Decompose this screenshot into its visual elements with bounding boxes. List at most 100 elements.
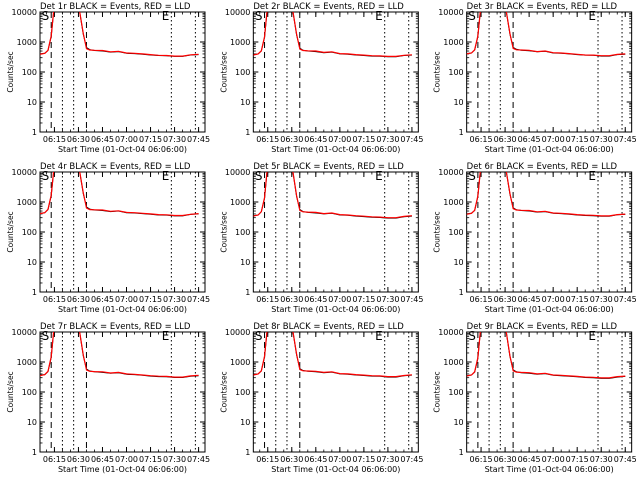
x-tick-label: 07:45 — [614, 455, 637, 464]
plot-frame — [252, 11, 419, 133]
x-tick-label: 07:30 — [376, 295, 399, 304]
y-tick-label: 10 — [453, 98, 463, 107]
lld-series-line — [40, 172, 199, 217]
x-axis-label: Start Time (01-Oct-04 06:06:00) — [58, 145, 187, 154]
y-tick-label: 1000 — [17, 38, 37, 47]
x-axis-label: Start Time (01-Oct-04 06:06:00) — [58, 305, 187, 314]
y-tick-label: 10000 — [12, 8, 37, 17]
lld-series-line — [466, 12, 626, 57]
y-tick-label: 1 — [32, 448, 37, 457]
y-axis-label: Counts/sec — [219, 371, 228, 412]
y-tick-label: 100 — [22, 228, 37, 237]
x-tick-label: 07:15 — [566, 135, 589, 144]
y-tick-label: 1 — [245, 128, 250, 137]
x-tick-label: 06:15 — [470, 135, 493, 144]
y-tick-label: 10 — [27, 98, 37, 107]
x-tick-label: 06:30 — [67, 455, 90, 464]
y-axis-label: Counts/sec — [433, 51, 442, 92]
x-tick-label: 06:45 — [91, 295, 114, 304]
panel-title: Det 8r BLACK = Events, RED = LLD — [253, 322, 404, 332]
lld-series-line — [40, 12, 199, 57]
x-tick-label: 06:15 — [470, 295, 493, 304]
x-tick-label: 07:30 — [376, 135, 399, 144]
x-tick-label: 07:00 — [115, 295, 138, 304]
marker-label: S — [468, 169, 476, 183]
x-tick-label: 07:15 — [352, 135, 375, 144]
x-tick-label: 06:45 — [91, 135, 114, 144]
y-axis-label: Counts/sec — [6, 51, 15, 92]
y-axis-label: Counts/sec — [219, 211, 228, 252]
marker-label: S — [42, 9, 50, 23]
y-tick-label: 1000 — [17, 358, 37, 367]
x-tick-label: 07:30 — [163, 455, 186, 464]
y-tick-label: 100 — [235, 228, 250, 237]
y-tick-label: 10 — [240, 98, 250, 107]
x-tick-label: 06:30 — [280, 295, 303, 304]
plot-frame — [466, 171, 633, 293]
y-tick-label: 10 — [453, 258, 463, 267]
panel-title: Det 2r BLACK = Events, RED = LLD — [253, 2, 404, 12]
panel-title: Det 1r BLACK = Events, RED = LLD — [40, 2, 191, 12]
x-tick-label: 06:45 — [518, 135, 541, 144]
panel-title: Det 9r BLACK = Events, RED = LLD — [467, 322, 618, 332]
x-tick-label: 06:45 — [518, 455, 541, 464]
detector-panel: Det 8r BLACK = Events, RED = LLD 1 10 100 10… — [219, 322, 423, 474]
plot-frame — [39, 331, 206, 453]
marker-label: S — [255, 329, 263, 343]
detector-panel: Det 2r BLACK = Events, RED = LLD 1 10 100 10… — [219, 2, 423, 154]
x-tick-label: 07:30 — [590, 135, 613, 144]
marker-label: E — [162, 169, 170, 183]
y-tick-label: 10000 — [225, 8, 250, 17]
x-axis-label: Start Time (01-Oct-04 06:06:00) — [271, 465, 400, 474]
x-axis-label: Start Time (01-Oct-04 06:06:00) — [58, 465, 187, 474]
plot-frame — [466, 331, 633, 453]
marker-label: S — [42, 169, 50, 183]
panel-title: Det 6r BLACK = Events, RED = LLD — [467, 162, 618, 172]
y-tick-label: 10000 — [438, 328, 463, 337]
y-tick-label: 1000 — [230, 38, 250, 47]
y-tick-label: 1 — [459, 128, 464, 137]
marker-label: E — [375, 329, 383, 343]
detector-panel: Det 5r BLACK = Events, RED = LLD 1 10 100 10… — [219, 162, 423, 314]
x-tick-label: 07:15 — [352, 455, 375, 464]
y-axis-label: Counts/sec — [433, 371, 442, 412]
y-tick-label: 1000 — [17, 198, 37, 207]
x-tick-label: 06:15 — [256, 135, 279, 144]
x-tick-label: 06:15 — [256, 295, 279, 304]
x-tick-label: 07:45 — [187, 455, 210, 464]
x-tick-label: 06:30 — [494, 455, 517, 464]
x-tick-label: 06:45 — [304, 135, 327, 144]
x-tick-label: 07:00 — [542, 135, 565, 144]
x-tick-label: 07:15 — [566, 455, 589, 464]
x-axis-label: Start Time (01-Oct-04 06:06:00) — [271, 145, 400, 154]
marker-label: S — [255, 169, 263, 183]
x-tick-label: 06:30 — [280, 135, 303, 144]
y-tick-label: 1000 — [230, 358, 250, 367]
lld-series-line — [253, 12, 412, 58]
marker-label: S — [468, 329, 476, 343]
x-tick-label: 07:45 — [187, 135, 210, 144]
y-tick-label: 10 — [27, 258, 37, 267]
x-tick-label: 06:30 — [280, 455, 303, 464]
plot-frame — [252, 171, 419, 293]
y-tick-label: 100 — [448, 228, 463, 237]
detector-panel: Det 1r BLACK = Events, RED = LLD 1 10 100 10… — [6, 2, 210, 154]
lld-series-line — [253, 332, 412, 378]
x-tick-label: 07:30 — [376, 455, 399, 464]
y-axis-label: Counts/sec — [219, 51, 228, 92]
marker-label: E — [588, 169, 596, 183]
x-tick-label: 07:30 — [163, 295, 186, 304]
y-tick-label: 1 — [32, 288, 37, 297]
detector-panel: Det 4r BLACK = Events, RED = LLD 1 10 100 10… — [6, 162, 210, 314]
marker-label: E — [162, 329, 170, 343]
y-tick-label: 1 — [459, 288, 464, 297]
y-tick-label: 100 — [448, 388, 463, 397]
plot-frame — [252, 331, 419, 453]
y-tick-label: 1000 — [230, 198, 250, 207]
marker-label: S — [255, 9, 263, 23]
x-tick-label: 07:45 — [400, 455, 423, 464]
x-axis-label: Start Time (01-Oct-04 06:06:00) — [271, 305, 400, 314]
panel-title: Det 7r BLACK = Events, RED = LLD — [40, 322, 191, 332]
x-tick-label: 07:45 — [400, 295, 423, 304]
panel-title: Det 5r BLACK = Events, RED = LLD — [253, 162, 404, 172]
